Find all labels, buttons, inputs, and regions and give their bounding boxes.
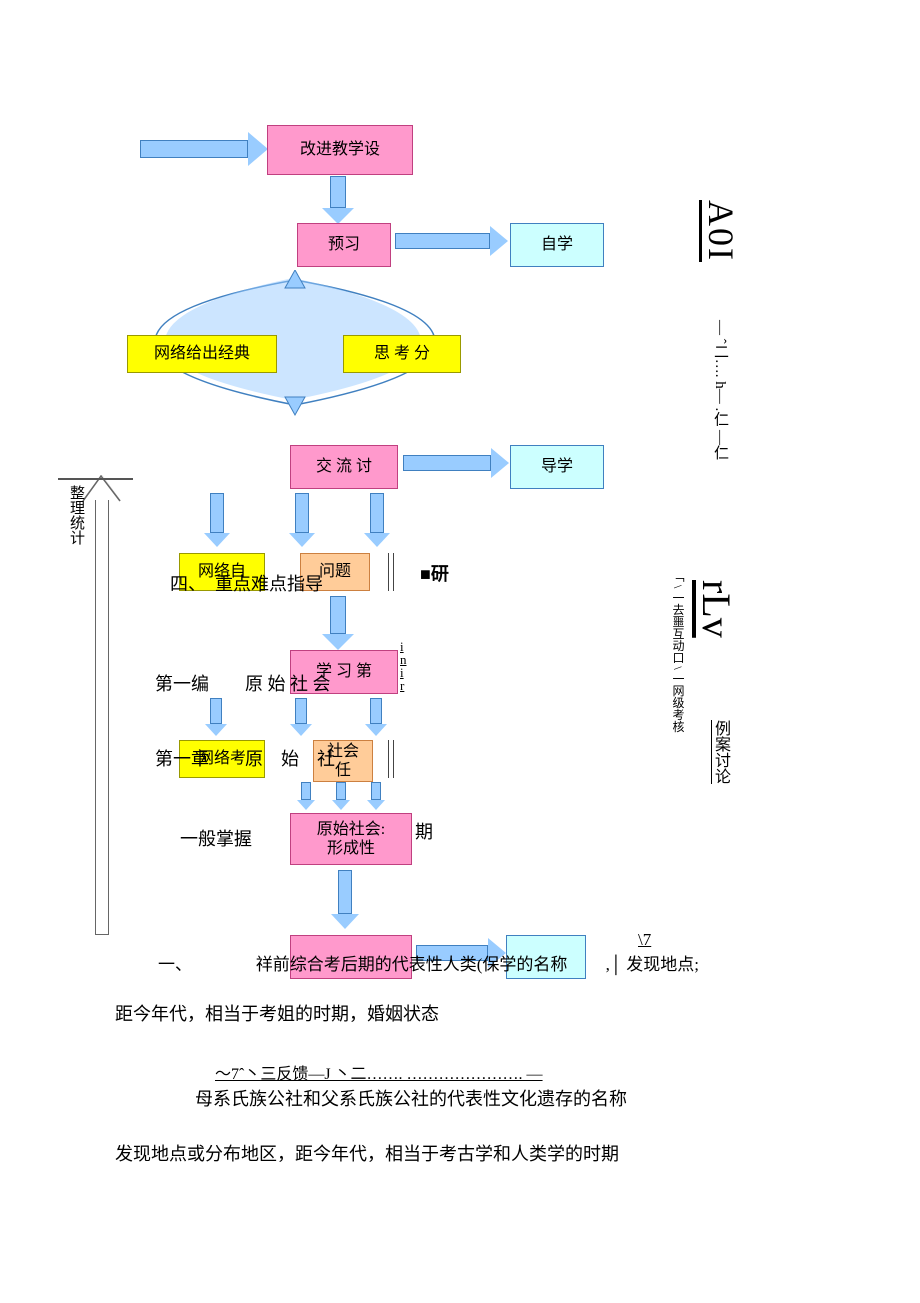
text-period: 期 bbox=[415, 818, 433, 844]
box-discuss: 交 流 讨 bbox=[290, 445, 398, 489]
vbar-1 bbox=[388, 553, 394, 591]
text-line-11: 发现地点或分布地区，距今年代，相当于考古学和人类学的时期 bbox=[115, 1140, 619, 1166]
box-formative: 原始社会: 形成性 bbox=[290, 813, 412, 865]
vtext-A0I: A0I bbox=[700, 200, 742, 262]
arrow-down-triple-2 bbox=[200, 698, 400, 740]
box-think-analyze: 思 考 分 bbox=[343, 335, 461, 373]
box-preview: 预习 bbox=[297, 223, 391, 267]
box-network-classic: 网络给出经典 bbox=[127, 335, 277, 373]
vtext-rLv: rLv bbox=[693, 580, 740, 638]
inir-text: i n i r bbox=[400, 640, 407, 692]
text-research-mark: ■研 bbox=[420, 560, 449, 586]
top-hbar bbox=[58, 478, 133, 480]
text-slash7: \7 bbox=[638, 930, 651, 950]
big-up-arrow bbox=[88, 475, 118, 935]
text-line-10: 母系氏族公社和父系氏族公社的代表性文化遗存的名称 bbox=[195, 1085, 627, 1111]
text-chapter1: 第一章 原 始 社 bbox=[155, 745, 335, 771]
text-section-4: 四、 重点难点指导 bbox=[170, 570, 323, 596]
vtext-left: 整理统计 bbox=[66, 485, 87, 545]
vtext-case: 例案讨论 bbox=[708, 720, 732, 784]
vtext-dots: — ˆ二…. h— .仁 —仁 bbox=[710, 320, 731, 460]
box-improve-teaching: 改进教学设 bbox=[267, 125, 413, 175]
text-part1: 第一编 原 始 社 会 bbox=[155, 670, 331, 696]
box-self-study: 自学 bbox=[510, 223, 604, 267]
arrow-down-triple-3 bbox=[296, 782, 396, 812]
text-general-grasp: 一般掌握 bbox=[180, 825, 252, 851]
text-line-8: 距今年代，相当于考姐的时期，婚姻状态 bbox=[115, 1000, 439, 1026]
vbar-2 bbox=[388, 740, 394, 778]
arrow-down-triple-1 bbox=[200, 493, 400, 551]
box-guide-study: 导学 bbox=[510, 445, 604, 489]
text-line-9: 〜7ˆ丶三反馈—J 丶二……. …………………. — bbox=[215, 1060, 543, 1084]
vtext-right-small: 「 \ 一去噩互动口 \ 一网级考核 bbox=[670, 570, 687, 733]
text-line-7: 一、 祥前综合考后期的代表性人类(保学的名称 ,│ 发现地点; bbox=[158, 950, 699, 975]
